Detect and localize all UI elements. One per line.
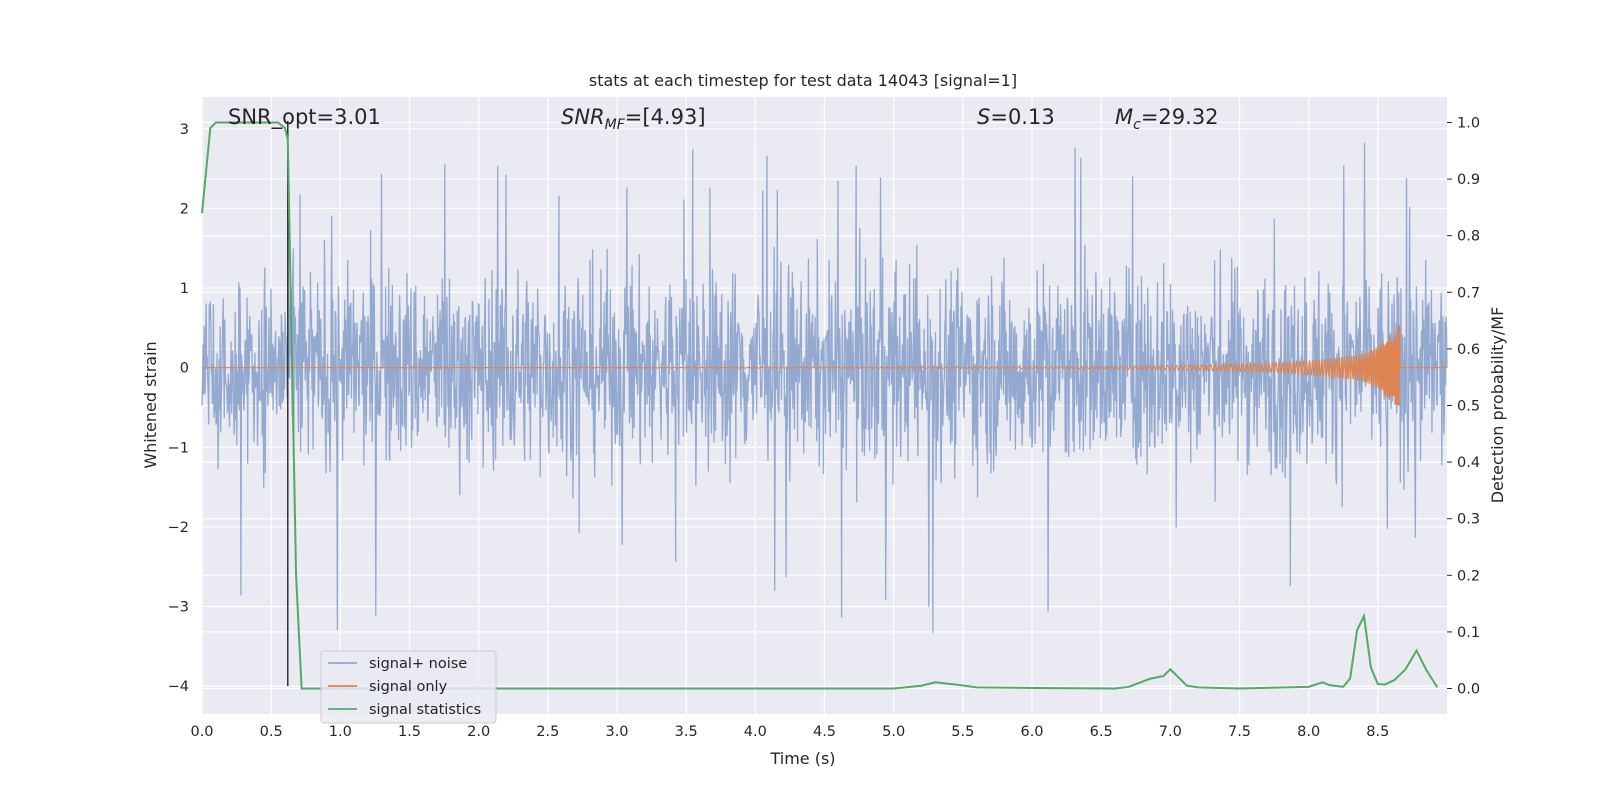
x-tick-label: 1.0	[329, 724, 352, 740]
x-tick-label: 4.5	[813, 724, 836, 740]
y-right-tick-label: 0.5	[1457, 399, 1480, 415]
x-tick-label: 3.0	[605, 724, 628, 740]
annotation-snr-mf-rest: =[4.93]	[625, 105, 706, 129]
x-tick-label: 8.0	[1297, 724, 1320, 740]
x-axis-ticks: 0.0 0.5 1.0 1.5 2.0 2.5 3.0 3.5 4.0 4.5 5.0 5.5 6.0 6…	[190, 724, 1389, 740]
x-axis-label: Time (s)	[769, 749, 835, 768]
x-tick-label: 0.5	[260, 724, 283, 740]
y-left-tick-label: 1	[180, 281, 189, 297]
annotation-s-main: S	[977, 105, 990, 129]
y-right-tick-label: 1.0	[1457, 115, 1480, 131]
x-tick-label: 7.5	[1228, 724, 1251, 740]
x-tick-label: 8.5	[1366, 724, 1389, 740]
y-right-tick-label: 0.8	[1457, 229, 1480, 245]
y-left-tick-label: −1	[168, 440, 189, 456]
x-tick-label: 7.0	[1159, 724, 1182, 740]
annotation-mc-rest: =29.32	[1141, 105, 1219, 129]
x-tick-label: 0.0	[190, 724, 213, 740]
y-left-tick-label: −3	[168, 600, 189, 616]
annotation-mc: Mc=29.32	[1115, 105, 1219, 133]
signal-only-line	[202, 325, 1447, 406]
legend-box	[320, 650, 497, 724]
annotation-snr-mf-main: SNR	[561, 105, 605, 129]
y-axis-left-ticks: −4 −3 −2 −1 0 1 2 3	[168, 122, 189, 695]
legend-label-signal-statistics: signal statistics	[369, 702, 481, 718]
y-right-tick-label: 0.0	[1457, 682, 1480, 698]
y-right-tick-label: 0.7	[1457, 285, 1480, 301]
annotation-s-rest: =0.13	[990, 105, 1054, 129]
signal-statistics-line	[201, 121, 1439, 690]
legend-label-signal-noise: signal+ noise	[369, 656, 467, 672]
annotation-snr-opt: SNR_opt=3.01	[228, 105, 381, 130]
legend-label-signal-only: signal only	[369, 679, 448, 695]
x-tick-label: 2.5	[536, 724, 559, 740]
x-tick-label: 6.5	[1090, 724, 1113, 740]
legend: signal+ noise signal only signal statist…	[320, 650, 497, 724]
y-right-tick-label: 0.2	[1457, 568, 1480, 584]
x-tick-label: 4.0	[744, 724, 767, 740]
y-axis-right-ticks: 0.0 0.1 0.2 0.3 0.4 0.5 0.6 0.7 0.8 0.9 1.0	[1447, 115, 1480, 698]
annotation-snr-mf: SNRMF=[4.93]	[561, 105, 706, 133]
x-tick-label: 3.5	[675, 724, 698, 740]
y-right-tick-label: 0.3	[1457, 512, 1480, 528]
chart-title: stats at each timestep for test data 140…	[589, 71, 1017, 90]
signal-statistics-series	[201, 121, 1439, 690]
y-left-tick-label: 3	[180, 122, 189, 138]
signal-only-series	[202, 325, 1447, 406]
y-left-tick-label: 2	[180, 201, 189, 217]
x-tick-label: 1.5	[398, 724, 421, 740]
annotation-mc-main: M	[1115, 105, 1133, 129]
x-tick-label: 2.0	[467, 724, 490, 740]
annotation-mc-sub: c	[1133, 117, 1141, 133]
y-left-tick-label: 0	[180, 361, 189, 377]
y-axis-left-label: Whitened strain	[141, 341, 160, 468]
y-left-tick-label: −4	[168, 679, 189, 695]
x-tick-label: 6.0	[1020, 724, 1043, 740]
annotation-s: S=0.13	[977, 105, 1055, 129]
x-tick-label: 5.0	[882, 724, 905, 740]
annotation-snr-mf-sub: MF	[605, 117, 626, 133]
y-right-tick-label: 0.9	[1457, 172, 1480, 188]
y-left-tick-label: −2	[168, 520, 189, 536]
y-axis-right-label: Detection probability/MF	[1488, 307, 1507, 504]
y-right-tick-label: 0.1	[1457, 625, 1480, 641]
x-tick-label: 5.5	[951, 724, 974, 740]
y-right-tick-label: 0.6	[1457, 342, 1480, 358]
y-right-tick-label: 0.4	[1457, 455, 1480, 471]
